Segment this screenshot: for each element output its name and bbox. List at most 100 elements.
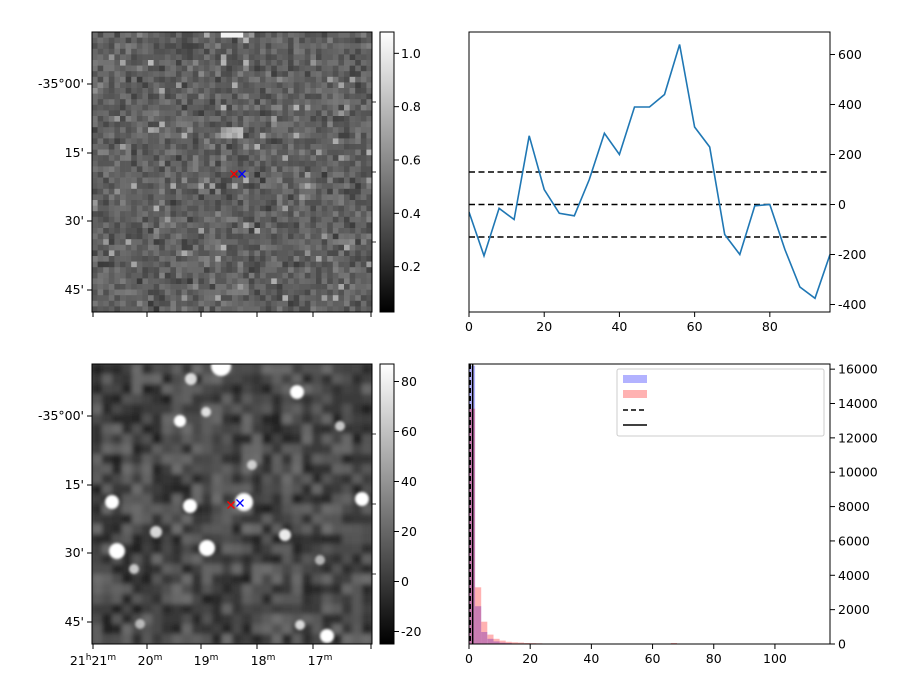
filter-pixel — [148, 250, 154, 257]
filter-pixel — [243, 228, 250, 234]
filter-pixel — [181, 188, 188, 195]
filter-pixel — [254, 110, 261, 117]
filter-pixel — [276, 149, 283, 156]
filter-pixel — [248, 48, 255, 55]
filter-pixel — [338, 211, 345, 218]
filter-pixel — [276, 205, 283, 212]
filter-pixel — [321, 194, 328, 201]
filter-pixel — [159, 132, 166, 139]
filter-pixel — [125, 289, 132, 296]
filter-pixel — [198, 138, 205, 145]
filter-pixel — [164, 43, 171, 50]
filter-pixel — [338, 267, 345, 274]
filter-pixel — [108, 183, 115, 190]
filter-pixel — [103, 295, 110, 302]
filter-pixel — [282, 183, 289, 190]
filter-pixel — [136, 76, 143, 83]
filter-pixel — [220, 127, 227, 134]
filter-pixel — [243, 306, 250, 312]
filter-pixel — [237, 284, 244, 290]
filter-colorbar — [379, 31, 395, 313]
filter-pixel — [260, 149, 266, 156]
filter-pixel — [299, 295, 306, 302]
filter-pixel — [237, 116, 244, 122]
filter-pixel — [176, 155, 182, 162]
filter-pixel — [366, 188, 372, 195]
filter-pixel — [142, 289, 149, 296]
filter-pixel — [176, 160, 182, 167]
filter-pixel — [198, 278, 205, 285]
filter-pixel — [198, 65, 205, 72]
filter-pixel — [204, 194, 210, 201]
filter-pixel — [276, 76, 283, 83]
filter-pixel — [349, 228, 356, 234]
filter-pixel — [209, 194, 216, 201]
filter-pixel — [131, 155, 138, 162]
filter-pixel — [349, 278, 356, 285]
filter-pixel — [360, 177, 367, 184]
filter-pixel — [355, 205, 362, 212]
filter-pixel — [142, 82, 149, 89]
filter-pixel — [299, 205, 306, 212]
filter-pixel — [148, 239, 154, 246]
gleam-source — [335, 421, 345, 431]
filter-pixel — [366, 93, 372, 100]
filter-pixel — [316, 116, 322, 122]
filter-pixel — [120, 211, 126, 218]
filter-pixel — [282, 138, 289, 145]
filter-pixel — [248, 300, 255, 307]
filter-pixel — [153, 244, 160, 251]
residual-bar — [487, 638, 494, 644]
filter-pixel — [276, 233, 283, 240]
filter-pixel — [293, 32, 300, 38]
filter-pixel — [125, 65, 132, 72]
filter-pixel — [321, 300, 328, 307]
filter-pixel — [215, 228, 222, 234]
filter-pixel — [293, 205, 300, 212]
filter-pixel — [271, 284, 278, 290]
filter-pixel — [153, 32, 160, 38]
filter-pixel — [360, 205, 367, 212]
filter-pixel — [248, 121, 255, 128]
filter-pixel — [170, 121, 177, 128]
filter-pixel — [215, 250, 222, 257]
filter-pixel — [220, 160, 227, 167]
filter-pixel — [349, 289, 356, 296]
filter-pixel — [220, 76, 227, 83]
filter-pixel — [204, 65, 210, 72]
filter-pixel — [148, 54, 154, 61]
filter-pixel — [260, 300, 266, 307]
filter-pixel — [131, 295, 138, 302]
filter-pixel — [148, 160, 154, 167]
filter-pixel — [204, 71, 210, 78]
filter-pixel — [187, 250, 194, 257]
filter-pixel — [192, 306, 199, 312]
filter-pixel — [114, 306, 121, 312]
filter-pixel — [120, 284, 126, 290]
filter-pixel — [321, 188, 328, 195]
filter-pixel — [131, 132, 138, 139]
filter-pixel — [120, 228, 126, 234]
filter-pixel — [271, 127, 278, 134]
filter-pixel — [310, 172, 317, 178]
residual-bar — [499, 642, 506, 644]
filter-pixel — [338, 99, 345, 106]
filter-pixel — [271, 71, 278, 78]
filter-pixel — [153, 216, 160, 223]
filter-pixel — [159, 127, 166, 134]
filter-pixel — [114, 278, 121, 285]
filter-pixel — [226, 250, 233, 257]
filter-pixel — [192, 32, 199, 38]
filter-pixel — [120, 177, 126, 184]
filter-pixel — [254, 300, 261, 307]
filter-pixel — [344, 233, 350, 240]
filter-pixel — [142, 244, 149, 251]
filter-pixel — [131, 278, 138, 285]
filter-pixel — [232, 284, 238, 290]
filter-pixel — [321, 261, 328, 268]
filter-pixel — [293, 116, 300, 122]
filter-pixel — [366, 261, 372, 268]
filter-pixel — [366, 48, 372, 55]
filter-pixel — [243, 121, 250, 128]
